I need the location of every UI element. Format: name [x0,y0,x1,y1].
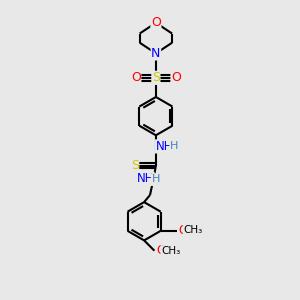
Text: H: H [152,174,160,184]
Text: CH₃: CH₃ [161,246,180,256]
Text: O: O [179,224,188,237]
Text: S: S [152,71,160,84]
Text: NH: NH [136,172,154,185]
Text: O: O [171,71,181,84]
Text: NH: NH [155,140,173,153]
Text: O: O [151,16,161,29]
Text: N: N [151,47,160,60]
Text: O: O [156,244,166,257]
Text: O: O [131,71,141,84]
Text: H: H [170,142,178,152]
Text: S: S [131,159,139,172]
Text: CH₃: CH₃ [183,225,203,235]
